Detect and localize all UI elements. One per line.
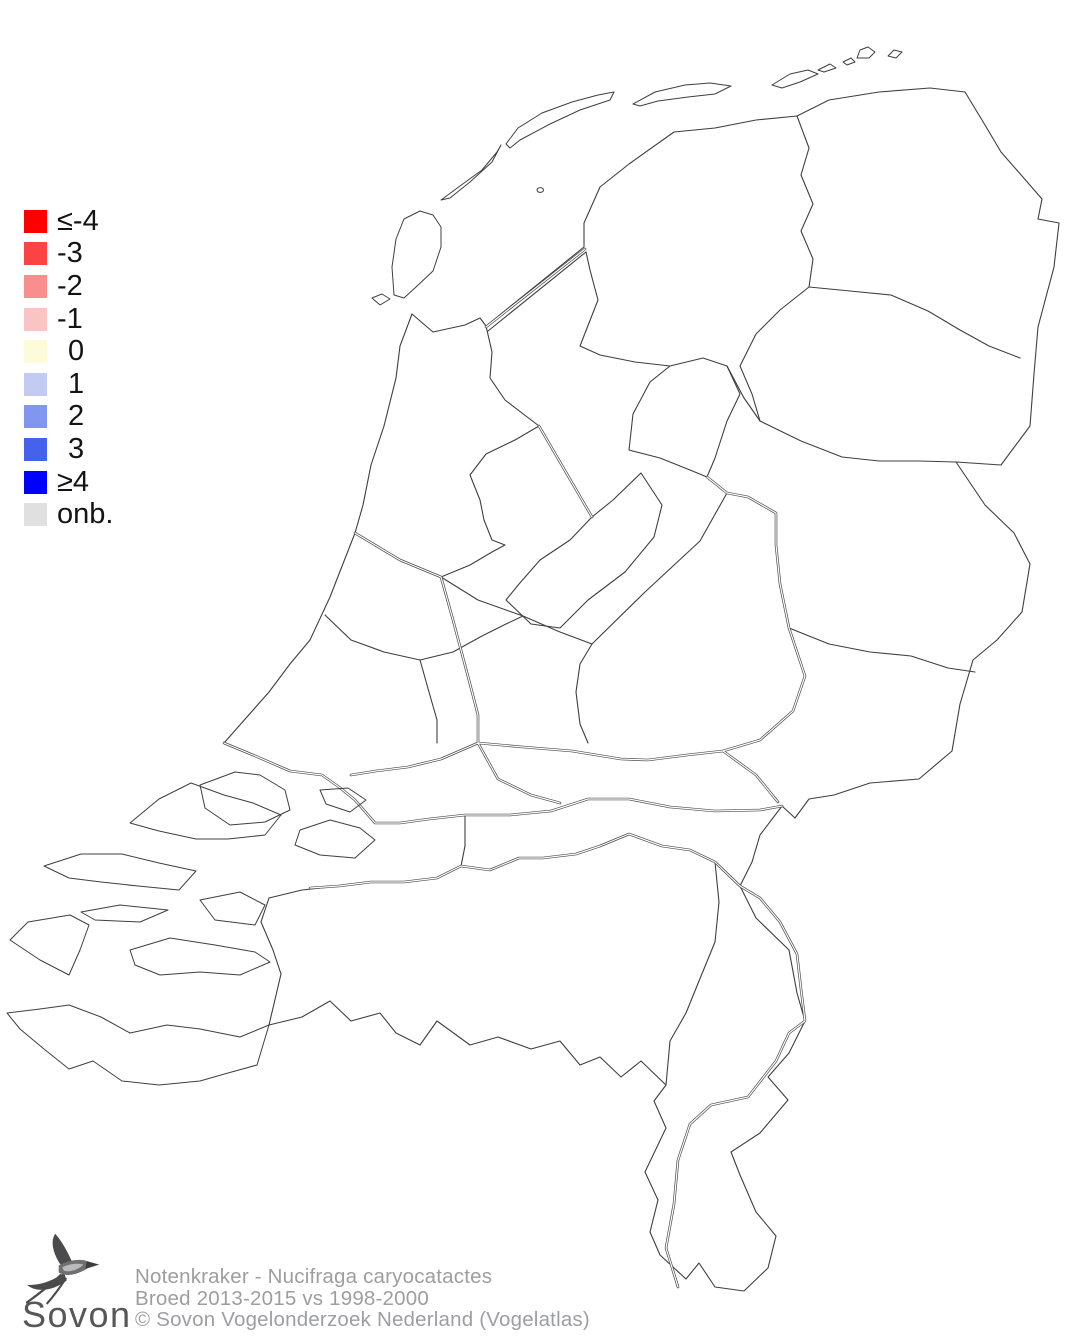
legend-label: -2 [57,269,83,302]
caption-copyright: © Sovon Vogelonderzoek Nederland (Vogela… [135,1308,590,1332]
caption-period: Broed 2013-2015 vs 1998-2000 [135,1286,429,1310]
legend-item: -1 [24,303,113,336]
ijsselmeer-and-polders [440,251,741,645]
legend-item: -3 [24,238,113,271]
legend-swatch [24,340,47,364]
legend-label: 0 [68,335,85,368]
legend-swatch [24,307,47,331]
legend-item: 0 [24,335,113,368]
map-captions: Notenkraker - Nucifraga caryocatactes Br… [135,1266,590,1331]
legend-swatch [24,242,47,266]
province-borders [324,115,1021,1086]
legend-item: ≤-4 [24,205,113,238]
legend-label: 2 [68,400,85,433]
legend-swatch [24,372,47,396]
wadden-islands [371,46,903,306]
legend-item: -2 [24,270,113,303]
mainland-outline [223,87,1060,1292]
legend-item: 1 [24,368,113,401]
legend-label: -3 [57,237,83,270]
legend: ≤-4 -3 -2 -1 0 1 2 3 ≥4 onb. [24,205,113,531]
legend-swatch [24,437,47,461]
legend-item: ≥4 [24,466,113,499]
footer: Sovon Notenkraker - Nucifraga caryocatac… [0,1228,1074,1340]
legend-label: onb. [57,498,114,531]
legend-item: onb. [24,498,113,531]
sovon-logo-text: Sovon [22,1294,132,1335]
legend-item: 3 [24,433,113,466]
rivers [222,247,807,1289]
legend-item: 2 [24,401,113,434]
caption-species: Notenkraker - Nucifraga caryocatactes [135,1265,493,1288]
legend-swatch [24,274,47,298]
zeeland-islands [6,771,376,1086]
legend-label: ≥4 [57,465,90,498]
legend-label: -1 [57,302,83,335]
legend-label: 1 [68,367,85,400]
legend-swatch [24,503,47,527]
legend-label: 3 [68,432,85,465]
legend-swatch [24,405,47,429]
legend-swatch [24,209,47,233]
legend-swatch [24,470,47,494]
legend-label: ≤-4 [57,204,99,237]
sovon-swallow-logo-icon [25,1233,100,1305]
